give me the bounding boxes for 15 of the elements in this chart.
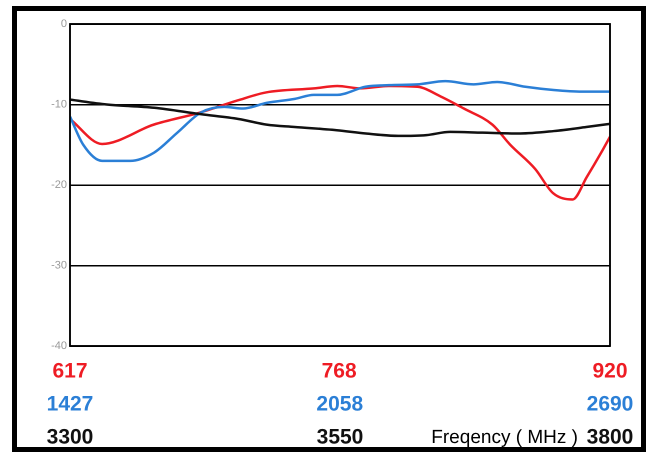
y-tick-label: 0 [60,18,67,30]
y-tick-label: -40 [51,340,67,352]
y-tick-label: -10 [51,98,67,111]
x-tick-label: 617 [52,359,88,382]
y-tick-label: -30 [51,260,67,272]
x-tick-label: 3550 [316,425,364,448]
x-tick-label: 768 [322,359,357,382]
x-tick-label: 2058 [316,392,364,416]
x-tick-label: 3800 [586,425,634,448]
x-tick-label: 3300 [46,425,94,448]
x-tick-label: 2690 [586,392,634,416]
x-axis-title: Freqency ( MHz ) [431,427,578,448]
x-tick-label: 1427 [46,392,94,416]
y-tick-label: -20 [51,179,67,192]
x-tick-label: 920 [592,359,628,382]
